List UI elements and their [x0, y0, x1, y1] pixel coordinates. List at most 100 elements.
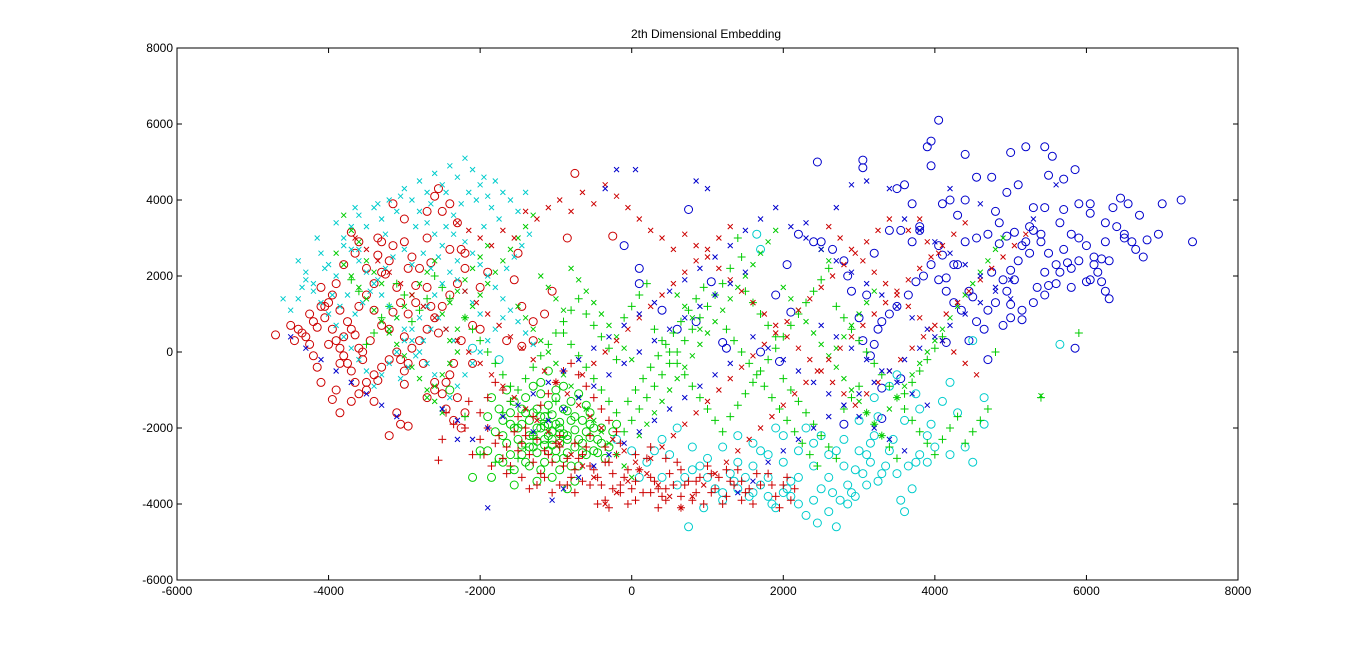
data-point: [894, 394, 900, 401]
data-point: [1007, 295, 1014, 302]
data-point: [1127, 237, 1137, 247]
data-point: [339, 260, 349, 270]
data-point: [666, 326, 673, 333]
data-point: [1002, 231, 1012, 241]
data-point: [321, 265, 328, 272]
data-point: [445, 244, 455, 254]
data-point: [878, 368, 885, 374]
data-point: [1055, 267, 1065, 277]
data-point: [354, 237, 364, 247]
data-point: [892, 184, 902, 194]
data-point: [491, 378, 500, 387]
data-point: [378, 292, 385, 298]
data-point: [825, 390, 832, 397]
data-point: [786, 476, 796, 486]
data-point: [511, 235, 518, 241]
data-point: [863, 299, 870, 306]
data-point: [477, 181, 483, 188]
data-point: [726, 412, 735, 421]
data-point: [809, 287, 818, 296]
data-point: [1011, 242, 1018, 249]
data-point: [446, 269, 453, 276]
data-point: [1047, 151, 1057, 161]
data-point: [832, 454, 841, 463]
data-point: [363, 246, 370, 253]
data-point: [433, 328, 443, 338]
data-point: [378, 280, 385, 287]
data-point: [477, 254, 483, 260]
data-point: [613, 193, 620, 200]
data-point: [922, 431, 932, 441]
data-point: [741, 389, 750, 398]
data-point: [556, 440, 563, 447]
data-point: [801, 423, 811, 433]
data-point: [939, 337, 946, 344]
data-point: [703, 405, 712, 413]
data-point: [740, 472, 750, 482]
data-point: [570, 488, 579, 497]
data-point: [597, 332, 606, 341]
data-point: [956, 305, 966, 315]
data-point: [312, 362, 322, 372]
data-point: [687, 465, 697, 475]
data-point: [574, 461, 584, 471]
data-point: [517, 439, 526, 448]
data-point: [659, 235, 665, 241]
data-point: [693, 178, 699, 184]
data-point: [396, 298, 406, 308]
data-point: [1074, 256, 1084, 266]
data-point: [623, 397, 632, 406]
data-point: [386, 303, 393, 310]
data-point: [1066, 282, 1076, 292]
data-point: [386, 269, 393, 276]
data-point: [727, 295, 734, 302]
data-point: [518, 345, 525, 352]
data-point: [809, 420, 818, 429]
data-point: [339, 332, 349, 342]
data-point: [369, 396, 379, 406]
data-point: [528, 381, 538, 391]
series-9: [287, 166, 1059, 511]
data-point: [384, 431, 394, 441]
data-point: [871, 311, 878, 317]
data-point: [295, 257, 302, 264]
data-point: [481, 223, 487, 230]
data-point: [635, 405, 644, 413]
data-point: [814, 368, 821, 374]
data-point: [916, 265, 923, 272]
data-point: [699, 500, 708, 508]
data-point: [1055, 218, 1065, 228]
data-point: [411, 281, 421, 290]
data-point: [863, 238, 870, 245]
data-point: [676, 492, 685, 501]
data-point: [534, 216, 540, 222]
data-point: [869, 339, 879, 349]
data-point: [862, 348, 871, 356]
data-point: [367, 288, 374, 295]
data-point: [521, 443, 530, 451]
data-point: [468, 358, 478, 368]
data-point: [443, 326, 449, 333]
data-point: [1017, 305, 1027, 315]
data-point: [1040, 267, 1050, 277]
data-point: [511, 394, 518, 401]
data-point: [567, 473, 576, 482]
data-point: [484, 280, 491, 287]
data-point: [500, 227, 506, 234]
data-point: [780, 356, 787, 363]
data-point: [707, 469, 716, 478]
data-point: [574, 370, 583, 379]
data-point: [484, 504, 491, 511]
data-point: [628, 356, 635, 363]
data-point: [1036, 237, 1046, 247]
data-point: [1006, 313, 1016, 323]
data-point: [308, 317, 318, 327]
data-point: [862, 290, 872, 300]
data-point: [1017, 241, 1027, 251]
data-point: [606, 451, 612, 458]
data-point: [604, 397, 613, 406]
data-point: [909, 314, 915, 321]
data-point: [498, 454, 507, 463]
data-point: [772, 330, 779, 336]
data-point: [495, 431, 504, 440]
